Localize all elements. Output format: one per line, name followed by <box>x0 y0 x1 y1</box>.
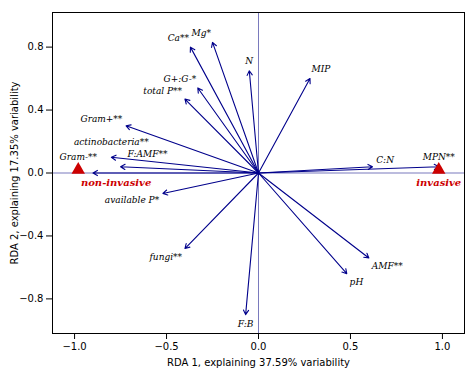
svg-text:RDA 1, explaining 37.59% varia: RDA 1, explaining 37.59% variability <box>167 357 350 368</box>
svg-text:−0.5: −0.5 <box>154 341 178 352</box>
svg-text:RDA 2, explaining 17.35% varia: RDA 2, explaining 17.35% variability <box>9 81 20 264</box>
svg-text:G+:G-*: G+:G-* <box>164 74 197 84</box>
svg-text:0.0: 0.0 <box>28 167 44 178</box>
svg-text:invasive: invasive <box>416 177 461 188</box>
svg-text:C:N: C:N <box>376 155 395 165</box>
svg-text:N: N <box>244 56 254 66</box>
svg-text:F:B: F:B <box>237 319 254 329</box>
svg-text:available P*: available P* <box>105 195 160 205</box>
svg-text:AMF**: AMF** <box>371 261 403 271</box>
svg-text:total P**: total P** <box>143 86 182 96</box>
svg-text:non-invasive: non-invasive <box>81 177 151 188</box>
svg-text:MPN**: MPN** <box>422 152 456 162</box>
svg-text:Ca**: Ca** <box>168 33 190 43</box>
svg-text:−0.8: −0.8 <box>19 293 43 304</box>
svg-text:0.4: 0.4 <box>28 104 44 115</box>
svg-text:pH: pH <box>350 277 364 287</box>
svg-text:Gram+**: Gram+** <box>80 114 122 124</box>
svg-text:actinobacteria**: actinobacteria** <box>74 137 149 147</box>
svg-text:−1.0: −1.0 <box>62 341 86 352</box>
svg-text:F:AMF**: F:AMF** <box>127 149 168 159</box>
svg-text:fungi**: fungi** <box>149 252 183 262</box>
svg-text:−0.4: −0.4 <box>19 230 43 241</box>
svg-text:Mg*: Mg* <box>191 28 212 38</box>
svg-text:MIP: MIP <box>311 64 332 74</box>
svg-text:Gram-**: Gram-** <box>60 152 98 162</box>
svg-text:0.0: 0.0 <box>251 341 267 352</box>
svg-text:1.0: 1.0 <box>434 341 450 352</box>
svg-text:0.5: 0.5 <box>343 341 359 352</box>
svg-text:0.8: 0.8 <box>28 41 44 52</box>
